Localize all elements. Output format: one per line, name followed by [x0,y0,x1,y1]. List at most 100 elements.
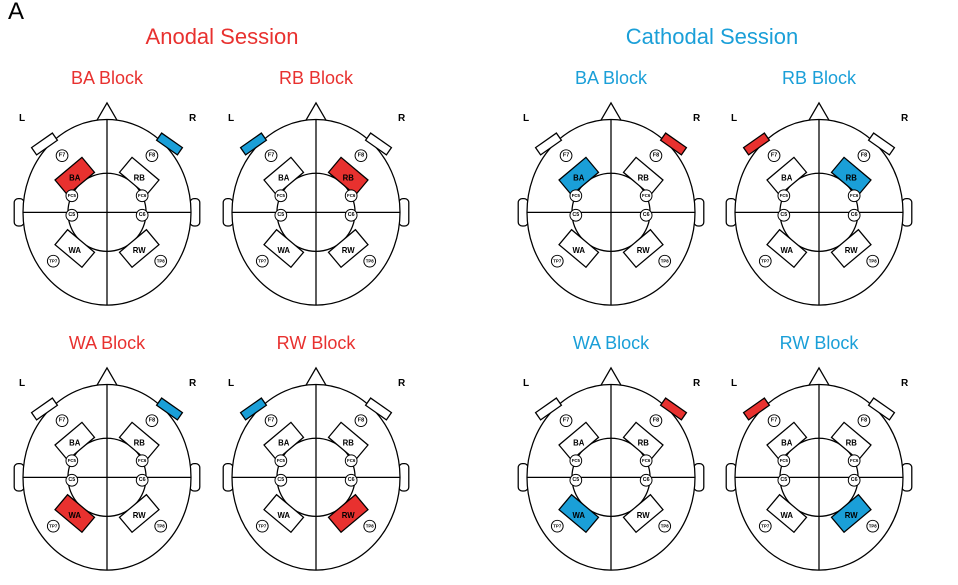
electrode-f7 [264,414,278,428]
electrode-label-fc5: FC5 [780,193,789,198]
electrode-c6 [847,473,861,487]
electrode-label-tp8: TP8 [661,259,670,264]
electrode-tp7 [255,519,269,533]
electrode-label-fc6: FC6 [347,193,356,198]
electrode-label-c5: C5 [572,477,579,483]
electrode-f8 [857,414,871,428]
electrode-tp7 [255,254,269,268]
electrode-fc6 [344,454,358,468]
right-reference-pad [867,397,896,421]
block-title: RW Block [276,333,356,353]
block-title: RW Block [779,333,859,353]
electrode-f8 [354,149,368,163]
electrode-label-tp7: TP7 [258,259,267,264]
block-title: WA Block [572,333,650,353]
electrode-label-fc6: FC6 [347,458,356,463]
nose [95,101,119,123]
electrode-label-fc5: FC5 [277,458,286,463]
electrode-fc5 [65,454,79,468]
nose [304,101,328,123]
region-label-rw: RW [133,246,146,255]
region-pad-ba [54,421,96,461]
region-pad-rw [327,228,369,269]
region-label-rw: RW [133,511,146,520]
region-pad-rb [327,156,369,196]
left-reference-pad [742,397,771,421]
electrode-tp8 [658,254,672,268]
electrode-c6 [344,208,358,222]
region-label-rb: RB [846,174,858,183]
region-label-rw: RW [845,246,858,255]
region-pad-rw [622,228,664,269]
head-diagram: BA RB WA RW F7 F8 FC5 FC6 C5 C6 TP7 TP8 [725,101,913,306]
electrode-label-fc5: FC5 [277,193,286,198]
block-title: BA Block [70,68,144,88]
left-side-label: L [228,113,235,124]
region-pad-rb [118,421,160,461]
electrode-tp8 [363,254,377,268]
head-diagram: BA RB WA RW F7 F8 FC5 FC6 C5 C6 TP7 TP8 [222,101,410,306]
electrode-tp7 [46,519,60,533]
electrode-montage: BA RB WA RW F7 F8 FC5 FC6 C5 C6 TP7 TP8 [517,101,705,306]
block-title: RB Block [781,68,857,88]
electrode-label-tp8: TP8 [869,524,878,529]
electrode-label-c5: C5 [780,212,787,218]
right-side-label: R [693,113,701,124]
electrode-label-c6: C6 [851,212,858,218]
electrode-label-f8: F8 [149,418,155,424]
electrode-f8 [354,414,368,428]
electrode-fc6 [135,454,149,468]
head-diagram: BA RB WA RW F7 F8 FC5 FC6 C5 C6 TP7 TP8 [222,366,410,571]
region-pad-rw [830,493,872,534]
right-reference-pad [659,397,688,421]
electrode-label-tp8: TP8 [366,524,375,529]
electrode-c6 [344,473,358,487]
electrode-c5 [65,473,79,487]
electrode-label-tp7: TP7 [553,259,562,264]
region-label-ba: BA [573,174,585,183]
electrode-label-c6: C6 [851,477,858,483]
electrode-label-f8: F8 [861,153,867,159]
electrode-c5 [569,473,583,487]
region-label-wa: WA [277,246,290,255]
left-reference-pad [534,132,563,156]
region-label-ba: BA [69,439,81,448]
electrode-label-f8: F8 [358,153,364,159]
electrode-label-f8: F8 [149,153,155,159]
region-pad-ba [766,421,808,461]
electrode-montage: BA RB WA RW F7 F8 FC5 FC6 C5 C6 TP7 TP8 [725,101,913,306]
electrode-fc5 [569,454,583,468]
region-label-wa: WA [277,511,290,520]
right-side-label: R [398,113,406,124]
region-pad-ba [558,421,600,461]
electrode-label-tp8: TP8 [157,259,166,264]
region-pad-rw [118,228,160,269]
region-label-wa: WA [780,246,793,255]
left-side-label: L [731,378,738,389]
region-label-ba: BA [781,439,793,448]
electrode-fc5 [65,189,79,203]
electrode-fc5 [569,189,583,203]
head-diagram: BA RB WA RW F7 F8 FC5 FC6 C5 C6 TP7 TP8 [725,366,913,571]
left-side-label: L [228,378,235,389]
region-label-rw: RW [637,511,650,520]
electrode-c6 [847,208,861,222]
electrode-label-fc5: FC5 [780,458,789,463]
left-side-label: L [523,113,530,124]
electrode-label-tp7: TP7 [49,524,58,529]
region-pad-rb [118,156,160,196]
region-pad-rb [830,421,872,461]
electrode-fc6 [847,454,861,468]
right-side-label: R [901,113,909,124]
region-pad-wa [54,228,96,269]
right-side-label: R [189,113,197,124]
left-reference-pad [239,397,268,421]
electrode-fc5 [777,454,791,468]
right-reference-pad [364,397,393,421]
electrode-c5 [569,208,583,222]
electrode-tp8 [363,519,377,533]
region-pad-ba [558,156,600,196]
right-reference-pad [364,132,393,156]
right-reference-pad [155,397,184,421]
nose [599,366,623,388]
